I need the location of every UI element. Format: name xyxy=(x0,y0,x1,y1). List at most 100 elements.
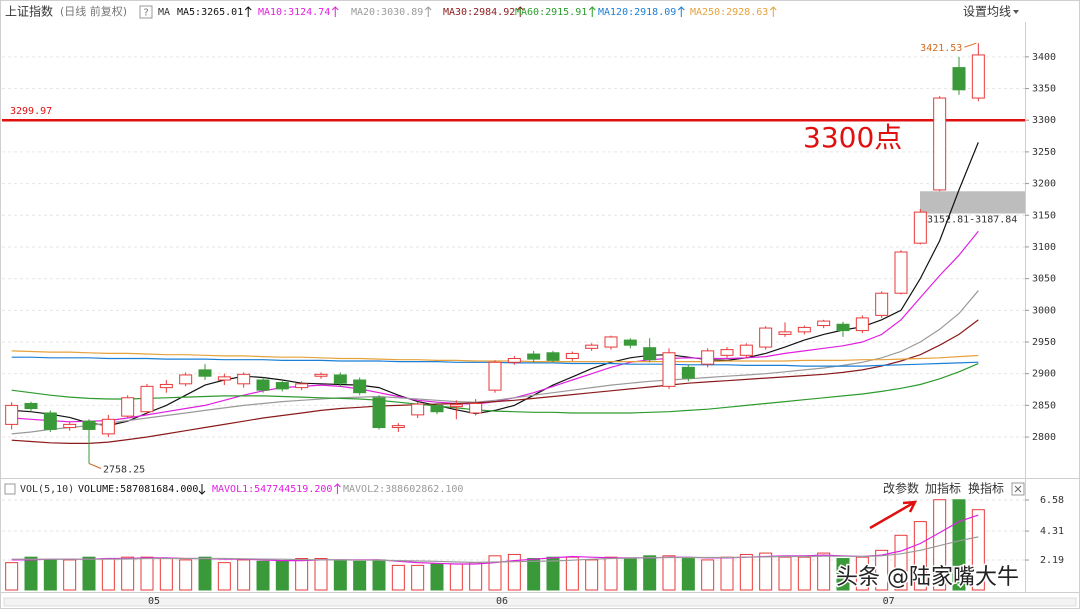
ma-legend: MA10:3124.74 xyxy=(258,7,330,18)
trend-arrow xyxy=(198,484,206,495)
volume-bar xyxy=(353,560,367,591)
y-tick-label: 4.31 xyxy=(1040,526,1064,537)
candle-body xyxy=(333,374,347,384)
volume-bar xyxy=(565,556,579,591)
candle-body xyxy=(24,402,38,410)
ma-legend: MA5:3265.01 xyxy=(177,7,243,18)
level-label: 3299.97 xyxy=(10,106,52,117)
candle-body xyxy=(952,67,966,91)
volume-bar xyxy=(507,553,521,591)
volume-bar xyxy=(546,556,560,591)
candle-body xyxy=(430,404,444,413)
candle-body xyxy=(527,353,541,360)
ma-legend: MA120:2918.09 xyxy=(598,7,676,18)
vol-legend: MAVOL1:547744519.200 xyxy=(212,484,332,495)
ma-line xyxy=(11,536,979,564)
candle-body xyxy=(63,423,77,429)
candle-body xyxy=(681,366,695,379)
scrollbar[interactable] xyxy=(3,597,1077,607)
candle-body xyxy=(739,344,753,356)
trend-arrow xyxy=(769,6,777,17)
panel-button[interactable]: 换指标 xyxy=(968,481,1004,496)
volume-bar xyxy=(739,553,753,591)
candle-body xyxy=(237,373,251,385)
trend-arrow xyxy=(244,6,252,17)
volume-bar xyxy=(875,549,889,591)
candle-body xyxy=(295,383,309,389)
ma-legend: MA60:2915.91 xyxy=(515,7,587,18)
candle-body xyxy=(256,379,270,391)
trend-arrow xyxy=(677,6,685,17)
ma-line xyxy=(11,230,979,423)
candle-body xyxy=(469,402,483,414)
ma-label: MA xyxy=(158,7,170,18)
candle-body xyxy=(275,382,289,390)
candle-body xyxy=(411,403,425,416)
close-icon[interactable] xyxy=(1014,485,1022,493)
close-box[interactable] xyxy=(1011,482,1025,496)
volume-bar xyxy=(275,560,289,591)
volume-bar xyxy=(159,558,173,591)
volume-bar xyxy=(933,499,947,591)
volume-bar xyxy=(720,556,734,591)
candle-body xyxy=(159,383,173,389)
candle-body xyxy=(179,374,193,385)
volume-bar xyxy=(63,559,77,591)
volume-bar xyxy=(836,558,850,591)
volume-bar xyxy=(604,556,618,591)
volume-bar xyxy=(952,499,966,591)
candle-body xyxy=(836,323,850,332)
dropdown-icon[interactable] xyxy=(1013,10,1019,14)
panel-toggle[interactable] xyxy=(4,483,16,495)
y-tick-label: 3250 xyxy=(1032,147,1056,158)
candle-body xyxy=(585,344,599,349)
candle-body xyxy=(797,326,811,333)
candle-body xyxy=(546,352,560,361)
volume-bar xyxy=(527,558,541,591)
ma-line xyxy=(11,319,979,444)
volume-bar xyxy=(894,534,908,591)
volume-bar xyxy=(121,556,135,591)
help-icon[interactable]: ? xyxy=(143,8,149,19)
trend-arrow xyxy=(331,6,339,17)
low-pointer xyxy=(88,463,102,469)
settings-button[interactable]: 设置均线 xyxy=(963,5,1011,19)
low-label: 2758.25 xyxy=(103,465,145,476)
volume-bar xyxy=(662,555,676,591)
candle-body xyxy=(353,379,367,394)
x-tick-label: 05 xyxy=(148,596,160,607)
panel-button[interactable]: 加指标 xyxy=(925,481,961,496)
volume-bar xyxy=(411,564,425,591)
ma-line xyxy=(11,290,979,435)
candle-body xyxy=(5,404,19,425)
y-tick-label: 3100 xyxy=(1032,242,1056,253)
candle-body xyxy=(855,317,869,332)
y-tick-label: 2850 xyxy=(1032,400,1056,411)
candle-body xyxy=(933,97,947,191)
volume-bar xyxy=(24,556,38,591)
candle-body xyxy=(198,369,212,377)
y-tick-label: 6.58 xyxy=(1040,495,1064,506)
candle-body xyxy=(759,327,773,348)
volume-bar xyxy=(5,562,19,591)
volume-bar xyxy=(701,559,715,591)
level-note: 3300点 xyxy=(803,121,902,154)
y-tick-label: 3050 xyxy=(1032,274,1056,285)
pointer-arrow xyxy=(869,500,918,530)
panel-button[interactable]: 改参数 xyxy=(883,481,919,496)
trend-arrow xyxy=(588,6,596,17)
y-tick-label: 2950 xyxy=(1032,337,1056,348)
ma-line xyxy=(11,363,979,414)
candle-body xyxy=(314,373,328,377)
help-box[interactable] xyxy=(139,5,153,19)
volume-bar xyxy=(391,564,405,591)
candle-body xyxy=(875,292,889,316)
volume-bar xyxy=(681,558,695,591)
volume-bar xyxy=(43,559,57,591)
candle-body xyxy=(778,331,792,335)
ma-line xyxy=(11,350,979,363)
volume-bar xyxy=(778,556,792,591)
volume-bar xyxy=(333,559,347,591)
volume-bar xyxy=(179,559,193,591)
candle-body xyxy=(372,397,386,429)
